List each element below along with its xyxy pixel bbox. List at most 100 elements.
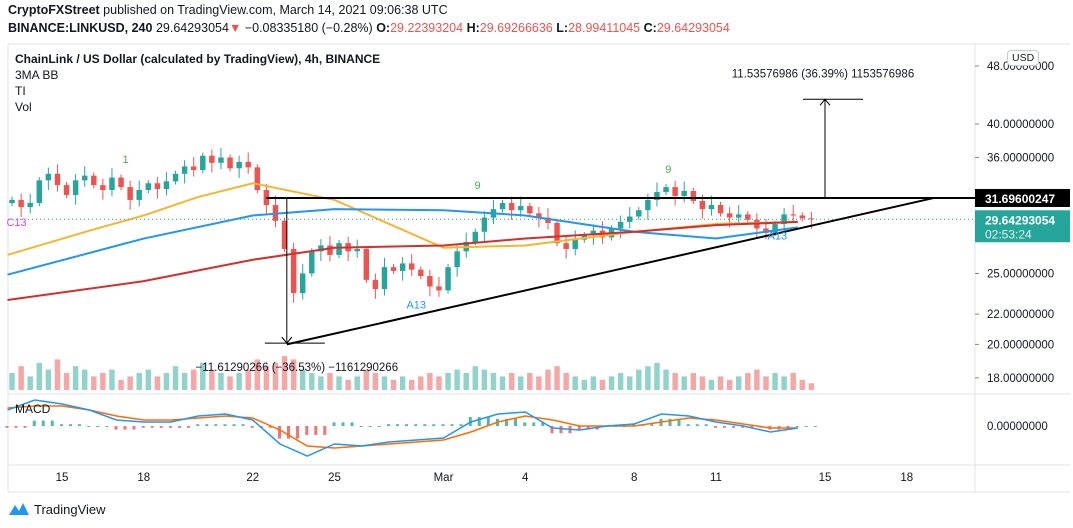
volume-bar <box>372 373 379 390</box>
macd-histogram-bar <box>350 422 354 426</box>
volume-bar <box>763 376 769 390</box>
candle-body <box>717 205 724 214</box>
candle-body <box>517 206 524 211</box>
candle-body <box>772 224 778 233</box>
macd-histogram-bar <box>114 426 118 430</box>
time-tick-label: 25 <box>328 472 341 484</box>
macd-histogram-bar <box>650 424 654 426</box>
last-price-label: 29.64293054 <box>985 213 1055 227</box>
macd-histogram-bar <box>32 420 36 426</box>
down-arrow-icon: ▼ <box>228 21 242 35</box>
volume-bar <box>581 379 588 390</box>
candle-body <box>472 231 479 242</box>
candle-body <box>808 218 815 220</box>
candle-body <box>735 214 742 218</box>
td-sequential-label: A13 <box>768 231 788 243</box>
volume-bar <box>154 376 161 390</box>
candle-body <box>181 166 188 174</box>
candle-body <box>699 200 706 210</box>
tradingview-logo[interactable]: TradingView <box>8 501 106 517</box>
volume-bar <box>381 376 388 390</box>
currency-button[interactable]: USD <box>1007 50 1040 66</box>
volume-bar <box>100 373 106 390</box>
candle-body <box>745 214 751 220</box>
volume-bar <box>399 376 406 390</box>
macd-histogram-bar <box>314 426 318 435</box>
measure_down-arrow-icon <box>281 336 293 344</box>
candle-body <box>54 173 61 186</box>
price-tick-label: 25.00000000 <box>987 268 1054 280</box>
candle-body <box>418 269 424 276</box>
candle-body <box>36 180 43 203</box>
indicator-vol[interactable]: Vol <box>15 100 32 114</box>
macd-histogram-bar <box>732 426 735 428</box>
candle-body <box>499 202 506 210</box>
macd-histogram-bar <box>96 426 100 427</box>
macd-histogram-bar <box>141 426 145 428</box>
candle-body <box>481 217 488 232</box>
volume-bar <box>508 373 515 390</box>
macd-histogram-bar <box>205 424 209 426</box>
macd-histogram-bar <box>586 426 590 430</box>
macd-histogram-bar <box>741 426 745 428</box>
candle-body <box>681 190 687 196</box>
indicator-3ma-bb[interactable]: 3MA BB <box>15 68 59 82</box>
volume-bar <box>481 369 488 390</box>
volume-bar <box>654 362 660 390</box>
macd-histogram-bar <box>695 424 699 426</box>
volume-bar <box>726 379 733 390</box>
volume-bar <box>645 366 651 390</box>
candle-body <box>45 173 52 181</box>
volume-bar <box>735 376 742 390</box>
candle-body <box>18 199 24 208</box>
candle-body <box>454 251 460 268</box>
symbol-line: BINANCE:LINKUSD, 240 29.64293054▼ −0.083… <box>8 21 730 35</box>
macd-histogram-bar <box>423 424 427 426</box>
time-tick-label: 11 <box>710 472 722 484</box>
low-label: L: <box>556 21 569 35</box>
indicator-ti[interactable]: TI <box>15 84 26 98</box>
volume-bar <box>536 376 542 390</box>
macd-histogram-bar <box>559 426 563 434</box>
time-tick-label: 18 <box>900 472 913 484</box>
macd-histogram-bar <box>486 417 490 426</box>
macd-histogram-bar <box>287 426 290 439</box>
volume-bar <box>91 376 97 390</box>
volume-bar <box>18 366 24 390</box>
macd-histogram-bar <box>668 418 672 426</box>
volume-bar <box>45 369 52 390</box>
macd-histogram-bar <box>795 426 799 427</box>
volume-bar <box>527 373 533 390</box>
volume-bar <box>327 373 333 390</box>
volume-bar <box>408 379 415 390</box>
macd-histogram-bar <box>541 422 545 426</box>
volume-bar <box>436 376 442 390</box>
macd-histogram-bar <box>387 424 390 426</box>
candle-body <box>227 157 233 169</box>
time-tick-label: 22 <box>246 472 259 484</box>
candle-body <box>636 210 642 217</box>
candle-body <box>427 275 433 287</box>
volume-bar <box>672 373 678 390</box>
time-tick-label: 4 <box>522 472 529 484</box>
macd-histogram-bar <box>332 422 336 426</box>
volume-bar <box>754 369 760 390</box>
publish-line: CryptoFXStreet published on TradingView.… <box>8 3 448 17</box>
macd-histogram-bar <box>477 417 481 426</box>
macd-histogram-bar <box>532 422 536 426</box>
candle-body <box>63 185 70 195</box>
volume-bar <box>72 366 79 390</box>
open-label: O: <box>376 21 391 35</box>
macd-histogram-bar <box>368 426 372 427</box>
candle-body <box>590 230 597 236</box>
volume-bar <box>572 376 578 390</box>
macd-histogram-bar <box>50 420 54 426</box>
volume-bar <box>418 376 424 390</box>
macd-histogram-bar <box>214 424 218 426</box>
macd-histogram-bar <box>686 424 690 426</box>
measure_up-label: 11.53576986 (36.39%) 1153576986 <box>732 68 914 80</box>
candle-body <box>381 267 388 290</box>
macd-histogram-bar <box>178 426 181 428</box>
support-trendline <box>286 196 935 346</box>
